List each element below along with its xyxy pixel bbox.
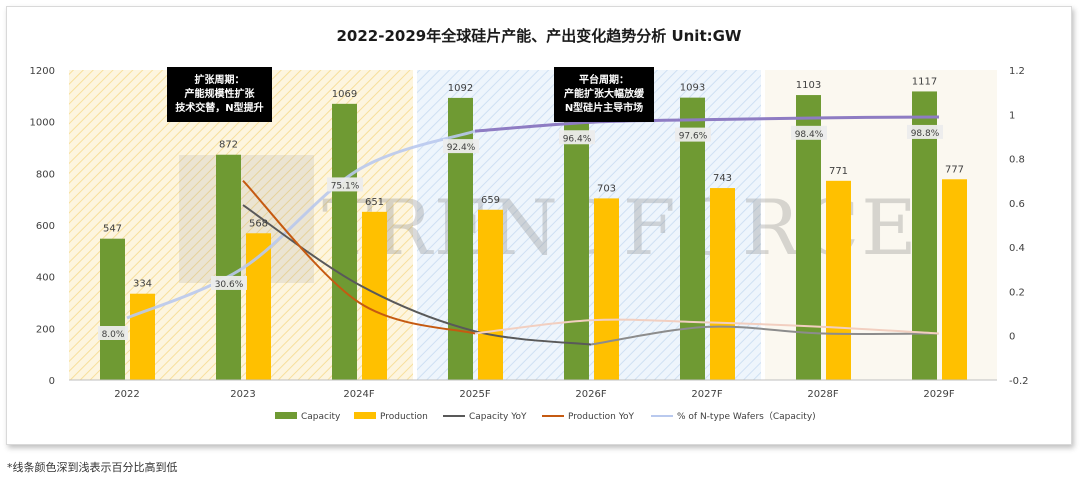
x-tick-label: 2025F <box>459 389 490 400</box>
bar-capacity <box>680 97 705 381</box>
ntype-label-bg <box>559 130 595 145</box>
ntype-data-label: 30.6% <box>215 280 244 290</box>
period-label-line: 产能规模性扩张 <box>185 87 256 100</box>
ntype-label-bg <box>327 177 363 192</box>
bar-capacity <box>100 238 125 380</box>
period-label-line: N型硅片主导市场 <box>565 101 643 114</box>
legend-label: Production YoY <box>568 412 635 422</box>
capacity-data-label: 1117 <box>912 76 937 87</box>
x-tick-label: 2028F <box>807 389 838 400</box>
legend-label: % of N-type Wafers（Capacity) <box>677 411 816 422</box>
bar-production <box>826 180 851 380</box>
x-tick-label: 2022 <box>114 389 139 400</box>
line-capacity-yoy <box>242 204 592 346</box>
y-tick-label: 200 <box>36 324 55 335</box>
legend-label: Capacity YoY <box>469 412 527 422</box>
bar-production <box>710 188 735 380</box>
period-label-box <box>167 67 272 122</box>
ntype-label-bg <box>907 124 943 139</box>
bar-production <box>942 179 967 380</box>
bar-capacity <box>216 154 241 380</box>
ntype-data-label: 98.8% <box>911 129 940 139</box>
period-label-box <box>554 67 654 122</box>
production-data-label: 703 <box>597 183 616 194</box>
bar-production <box>594 198 619 380</box>
line-ntype-share-light <box>126 129 476 320</box>
x-tick-label: 2024F <box>343 389 374 400</box>
y-tick-label: 0 <box>49 376 55 387</box>
capacity-data-label: 1092 <box>448 83 473 94</box>
legend: Capacity Production Capacity YoY Production… <box>275 411 816 422</box>
x-tick-label: 2023 <box>230 389 255 400</box>
legend-label: Capacity <box>301 412 341 422</box>
legend-label: Production <box>380 412 428 422</box>
bar-production <box>130 293 155 380</box>
y-tick-label: 600 <box>36 221 55 232</box>
chart-title: 2022-2029年全球硅片产能、产出变化趋势分析 Unit:GW <box>337 27 742 45</box>
period-label-line: 技术交替，N型提升 <box>175 101 263 114</box>
bar-capacity <box>564 109 589 381</box>
ntype-label-bg <box>98 326 128 340</box>
y2-tick-label: 0.6 <box>1009 199 1025 210</box>
legend-swatch <box>354 412 376 419</box>
ntype-label-bg <box>791 125 827 140</box>
capacity-data-label: 872 <box>219 140 238 151</box>
y2-tick-label: 1.2 <box>1009 66 1025 77</box>
ntype-label-bg <box>675 127 711 142</box>
y2-tick-label: 1 <box>1009 110 1015 121</box>
y-tick-label: 400 <box>36 273 55 284</box>
ntype-label-bg <box>443 139 479 154</box>
period-label-line: 扩张周期： <box>195 73 245 86</box>
production-data-label: 771 <box>829 166 848 177</box>
ntype-label-bg <box>211 275 247 290</box>
production-data-label: 568 <box>249 218 268 229</box>
x-tick-label: 2026F <box>575 389 606 400</box>
ntype-data-label: 8.0% <box>102 330 125 340</box>
production-data-label: 659 <box>481 195 500 206</box>
ntype-data-label: 97.6% <box>679 132 708 142</box>
capacity-data-label: 547 <box>103 224 122 235</box>
ntype-data-label: 96.4% <box>563 134 592 144</box>
line-capacity-yoy-light <box>590 325 940 346</box>
bar-production <box>362 211 387 380</box>
capacity-data-label: 1103 <box>796 80 821 91</box>
line-production-yoy <box>242 180 476 335</box>
bar-production <box>478 209 503 380</box>
capacity-data-label: 1069 <box>332 89 357 100</box>
footnote: *线条颜色深到浅表示百分比高到低 <box>7 461 178 474</box>
line-ntype-share <box>474 115 940 133</box>
period-label-line: 平台周期： <box>579 73 629 86</box>
line-production-yoy-light <box>474 318 940 335</box>
production-data-label: 743 <box>713 173 732 184</box>
y2-tick-label: -0.2 <box>1009 376 1029 387</box>
ntype-data-label: 75.1% <box>331 181 360 191</box>
legend-swatch <box>275 412 297 419</box>
production-data-label: 651 <box>365 197 384 208</box>
y2-tick-label: 0.8 <box>1009 155 1025 166</box>
y2-tick-label: 0.4 <box>1009 243 1025 254</box>
period-label-line: 产能扩张大幅放缓 <box>564 87 645 100</box>
chart-svg: TRENDFORCE 54733487256810696511092659104… <box>30 27 1029 422</box>
y-tick-label: 1000 <box>30 118 55 129</box>
y2-tick-label: 0 <box>1009 332 1015 343</box>
capacity-data-label: 1093 <box>680 83 705 94</box>
chart-card: TRENDFORCE 54733487256810696511092659104… <box>6 6 1072 445</box>
ntype-data-label: 98.4% <box>795 130 824 140</box>
production-data-label: 334 <box>133 279 152 290</box>
y-tick-label: 1200 <box>30 66 55 77</box>
x-tick-label: 2027F <box>691 389 722 400</box>
x-tick-label: 2029F <box>923 389 954 400</box>
y2-tick-label: 0.2 <box>1009 287 1025 298</box>
ntype-data-label: 92.4% <box>447 143 476 153</box>
y-tick-label: 800 <box>36 169 55 180</box>
production-data-label: 777 <box>945 164 964 175</box>
bar-capacity <box>332 103 357 380</box>
